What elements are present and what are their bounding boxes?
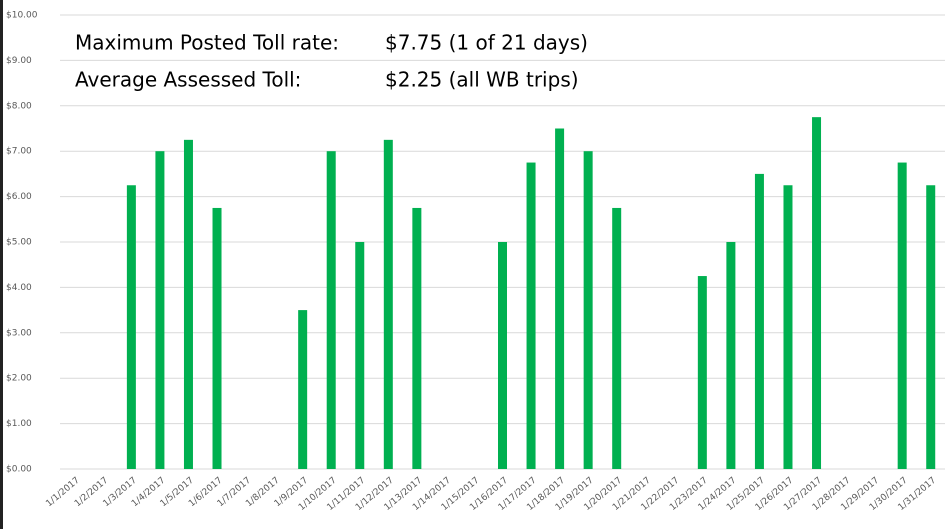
bar bbox=[183, 139, 193, 469]
y-tick-label: $7.00 bbox=[6, 147, 32, 157]
bar bbox=[583, 151, 593, 469]
bar bbox=[555, 128, 565, 469]
y-tick-label: $8.00 bbox=[6, 101, 32, 111]
y-tick-label: $10.00 bbox=[6, 11, 38, 21]
annotation-label: Maximum Posted Toll rate: bbox=[75, 31, 339, 55]
y-tick-label: $4.00 bbox=[6, 283, 32, 293]
bar bbox=[526, 162, 536, 470]
bar bbox=[754, 173, 764, 469]
bar bbox=[726, 242, 736, 469]
bar bbox=[212, 207, 222, 469]
bar bbox=[383, 139, 393, 469]
bar bbox=[697, 276, 707, 469]
y-tick-label: $9.00 bbox=[6, 56, 32, 66]
annotation-value: $2.25 (all WB trips) bbox=[385, 68, 579, 92]
y-tick-label: $0.00 bbox=[6, 465, 32, 475]
bar bbox=[926, 185, 936, 469]
y-tick-label: $2.00 bbox=[6, 374, 32, 384]
y-tick-label: $6.00 bbox=[6, 192, 32, 202]
bar bbox=[326, 151, 336, 469]
y-tick-label: $5.00 bbox=[6, 238, 32, 248]
bar bbox=[126, 185, 136, 469]
annotation-value: $7.75 (1 of 21 days) bbox=[385, 31, 588, 55]
bar bbox=[355, 242, 365, 469]
y-tick-label: $1.00 bbox=[6, 419, 32, 429]
annotation-label: Average Assessed Toll: bbox=[75, 68, 301, 92]
bar bbox=[412, 207, 422, 469]
bar bbox=[612, 207, 622, 469]
bar bbox=[783, 185, 793, 469]
bar bbox=[298, 310, 308, 469]
y-tick-label: $3.00 bbox=[6, 328, 32, 338]
bar bbox=[155, 151, 165, 469]
left-border bbox=[0, 0, 3, 529]
bar bbox=[498, 242, 507, 469]
bar bbox=[812, 117, 822, 470]
bar bbox=[897, 162, 907, 470]
